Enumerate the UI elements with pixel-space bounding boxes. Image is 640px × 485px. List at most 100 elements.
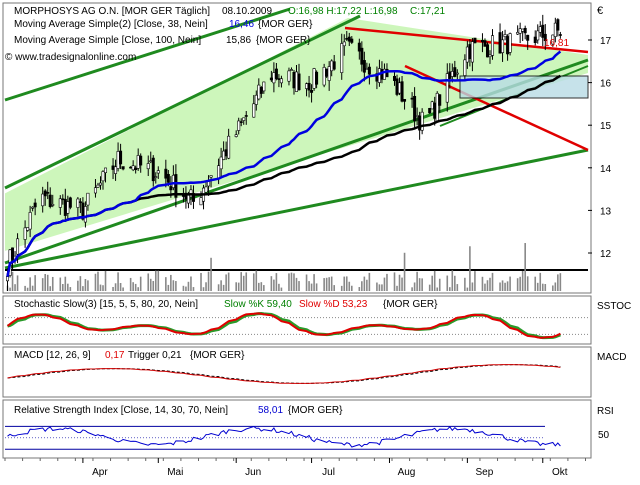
channel-fill	[5, 18, 588, 251]
price-axis: 12 13 14 15 16 17	[588, 36, 612, 260]
candle-body	[146, 163, 150, 170]
candle-body	[31, 206, 35, 209]
candle-body	[445, 73, 449, 103]
header-close: C:17,21	[410, 6, 445, 17]
candle-body	[551, 34, 555, 45]
main-layer	[4, 7, 589, 291]
time-tick-label: Mai	[167, 467, 183, 478]
macd-panel	[2, 346, 592, 398]
time-tick-label: Sep	[475, 467, 493, 478]
candle-body	[533, 36, 537, 43]
candle-body	[345, 38, 349, 40]
candle-body	[242, 117, 246, 121]
candle-body	[139, 155, 143, 166]
candle-body	[556, 19, 560, 31]
candle-body	[171, 174, 175, 188]
candle-body	[538, 26, 542, 33]
candle-body	[101, 171, 105, 182]
candle-body	[365, 68, 369, 71]
candle-body	[259, 87, 263, 94]
candle-body	[279, 78, 283, 84]
candle-body	[428, 107, 432, 114]
candle-body	[430, 101, 434, 110]
candle-body	[33, 202, 37, 208]
candle-body	[488, 54, 492, 58]
candle-body	[516, 32, 520, 35]
candle-body	[227, 135, 231, 159]
candle-body	[11, 247, 15, 260]
time-tick-label: Jun	[245, 467, 261, 478]
candle-body	[43, 190, 47, 197]
rsi-panel	[2, 399, 592, 459]
candle-body	[541, 24, 545, 38]
candle-body	[66, 201, 70, 214]
candle-body	[174, 174, 178, 198]
candle-body	[114, 166, 118, 174]
stoch-d-label: Slow %D 53,23	[299, 299, 368, 310]
candle-body	[558, 34, 562, 36]
candle-body	[360, 47, 364, 65]
candle-body	[438, 94, 442, 106]
candle-body	[470, 41, 474, 63]
candle-body	[465, 46, 469, 63]
price-tick-label: 16	[600, 79, 612, 90]
candle-body	[156, 170, 160, 174]
candle-body	[134, 167, 138, 170]
rsi-layer	[5, 425, 561, 450]
candle-body	[367, 66, 371, 75]
rsi-line	[7, 425, 561, 448]
candle-body	[433, 102, 437, 119]
candle-body	[322, 67, 326, 86]
candle-body	[483, 40, 487, 47]
candle-body	[244, 115, 248, 117]
candle-body	[119, 150, 123, 165]
candle-body	[131, 165, 135, 171]
candle-body	[61, 198, 65, 201]
price-tick-label: 13	[600, 206, 612, 217]
candle-body	[347, 36, 351, 42]
candle-body	[400, 81, 404, 102]
candle-body	[342, 41, 346, 47]
candle-body	[312, 68, 316, 89]
candle-body	[398, 82, 402, 94]
candle-body	[330, 60, 334, 72]
candle-body	[503, 34, 507, 37]
candle-body	[277, 78, 281, 80]
candle-body	[166, 174, 170, 183]
candle-body	[357, 42, 361, 52]
candle-body	[63, 198, 67, 216]
currency-symbol: €	[597, 5, 603, 17]
candle-body	[307, 82, 311, 91]
candle-body	[448, 71, 452, 79]
candle-body	[473, 37, 477, 44]
candle-body	[553, 22, 557, 37]
rsi-label: Relative Strength Index [Close, 14, 30, …	[14, 405, 228, 416]
candle-body	[46, 192, 50, 194]
candle-body	[327, 66, 331, 81]
macd-value: 0,17	[105, 350, 125, 361]
candle-body	[403, 99, 407, 102]
candle-body	[16, 238, 20, 255]
candle-body	[315, 71, 319, 85]
trend-line	[4, 7, 291, 102]
time-tick-label: Jul	[322, 467, 335, 478]
candle-body	[340, 43, 344, 73]
candle-body	[274, 68, 278, 79]
ma38-value: 16,46	[229, 19, 254, 30]
time-tick-label: Apr	[92, 467, 108, 478]
header-date: 08.10.2009	[222, 6, 272, 17]
candle-body	[28, 212, 32, 230]
candle-body	[325, 68, 329, 77]
candle-body	[136, 155, 140, 169]
macd-tag: {MOR GER}	[190, 350, 245, 361]
candle-body	[78, 201, 82, 203]
candle-body	[521, 28, 525, 32]
macd-layer	[7, 364, 561, 384]
candle-body	[169, 186, 173, 191]
candle-body	[151, 157, 155, 182]
candle-body	[385, 68, 389, 78]
trend-line	[4, 148, 589, 270]
candle-body	[305, 83, 309, 89]
candle-body	[289, 69, 293, 71]
